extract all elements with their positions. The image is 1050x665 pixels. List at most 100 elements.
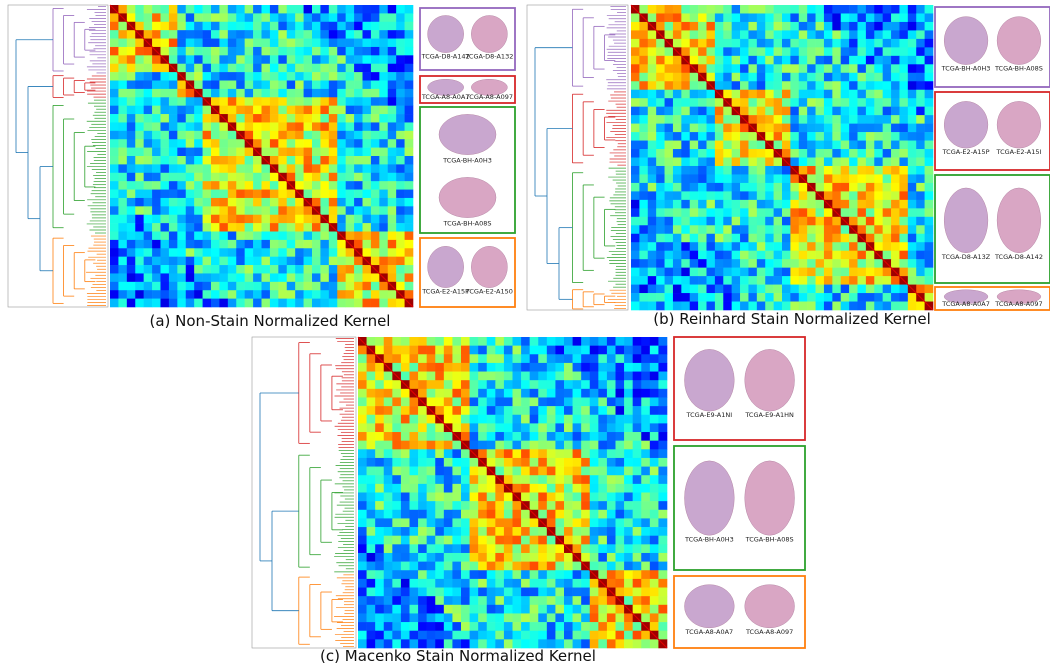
heatmap-cell — [228, 139, 237, 148]
heatmap-cell — [598, 622, 607, 631]
heatmap-cell — [521, 397, 530, 406]
heatmap-cell — [748, 234, 757, 243]
heatmap-cell — [312, 30, 321, 39]
heatmap-cell — [478, 631, 487, 640]
heatmap-cell — [110, 22, 119, 31]
heatmap-cell — [161, 30, 170, 39]
heatmap-cell — [392, 544, 401, 553]
heatmap-cell — [883, 132, 892, 141]
heatmap-cell — [832, 98, 841, 107]
heatmap-cell — [161, 223, 170, 232]
heatmap-cell — [899, 115, 908, 124]
heatmap-cell — [304, 265, 313, 274]
heatmap-cell — [270, 30, 279, 39]
heatmap-cell — [732, 191, 741, 200]
heatmap-cell — [152, 257, 161, 266]
heatmap-cell — [883, 107, 892, 116]
heatmap-cell — [461, 544, 470, 553]
heatmap-cell — [253, 299, 262, 308]
heatmap-cell — [858, 217, 867, 226]
heatmap-cell — [641, 475, 650, 484]
heatmap-cell — [573, 415, 582, 424]
heatmap-cell — [673, 90, 682, 99]
heatmap-cell — [287, 114, 296, 123]
heatmap-cell — [641, 458, 650, 467]
heatmap-cell — [320, 13, 329, 22]
heatmap-cell — [371, 131, 380, 140]
heatmap-cell — [555, 570, 564, 579]
heatmap-cell — [270, 215, 279, 224]
heatmap-cell — [504, 622, 513, 631]
heatmap-cell — [337, 47, 346, 56]
heatmap-cell — [633, 588, 642, 597]
heatmap-cell — [312, 248, 321, 257]
heatmap-cell — [354, 223, 363, 232]
heatmap-cell — [144, 47, 153, 56]
heatmap-cell — [590, 562, 599, 571]
heatmap-cell — [573, 536, 582, 545]
heatmap-cell — [690, 22, 699, 31]
heatmap-cell — [899, 158, 908, 167]
heatmap-cell — [658, 553, 667, 562]
heatmap-cell — [639, 30, 648, 39]
heatmap-cell — [521, 423, 530, 432]
heatmap-cell — [807, 225, 816, 234]
heatmap-cell — [504, 562, 513, 571]
heatmap-cell — [521, 415, 530, 424]
heatmap-cell — [740, 5, 749, 14]
heatmap-cell — [874, 81, 883, 90]
heatmap-cell — [295, 89, 304, 98]
heatmap-cell — [631, 73, 640, 82]
heatmap-cell — [858, 158, 867, 167]
heatmap-cell — [916, 174, 925, 183]
heatmap-cell — [219, 240, 228, 249]
heatmap-cell — [866, 302, 875, 311]
heatmap-cell — [891, 81, 900, 90]
heatmap-cell — [228, 131, 237, 140]
heatmap-cell — [144, 257, 153, 266]
heatmap-cell — [358, 363, 367, 372]
heatmap-cell — [849, 47, 858, 56]
heatmap-cell — [656, 56, 665, 65]
heatmap-cell — [908, 22, 917, 31]
heatmap-cell — [461, 588, 470, 597]
heatmap-cell — [715, 276, 724, 285]
heatmap-cell — [513, 337, 522, 346]
heatmap-cell — [748, 22, 757, 31]
heatmap-cell — [581, 337, 590, 346]
heatmap-cell — [388, 89, 397, 98]
heatmap-cell — [656, 158, 665, 167]
heatmap-cell — [495, 553, 504, 562]
heatmap-cell — [401, 441, 410, 450]
heatmap-cell — [278, 72, 287, 81]
heatmap-cell — [444, 596, 453, 605]
heatmap-cell — [631, 268, 640, 277]
heatmap-cell — [418, 475, 427, 484]
heatmap-cell — [641, 570, 650, 579]
heatmap-cell — [874, 107, 883, 116]
heatmap-cell — [470, 441, 479, 450]
heatmap-cell — [358, 432, 367, 441]
heatmap-cell — [470, 354, 479, 363]
heatmap-cell — [236, 223, 245, 232]
slide-label: TCGA-BH-A0H3 — [941, 65, 991, 73]
heatmap-cell — [581, 380, 590, 389]
heatmap-cell — [790, 225, 799, 234]
heatmap-cell — [807, 268, 816, 277]
heatmap-cell — [650, 458, 659, 467]
heatmap-cell — [169, 232, 178, 241]
heatmap-cell — [495, 380, 504, 389]
heatmap-cell — [616, 458, 625, 467]
heatmap-cell — [616, 467, 625, 476]
heatmap-cell — [358, 622, 367, 631]
heatmap-cell — [354, 148, 363, 157]
heatmap-cell — [925, 39, 934, 48]
heatmap-cell — [152, 265, 161, 274]
heatmap-cell — [631, 30, 640, 39]
heatmap-cell — [590, 588, 599, 597]
heatmap-cell — [118, 181, 127, 190]
heatmap-cell — [723, 225, 732, 234]
heatmap-cell — [392, 631, 401, 640]
heatmap-cell — [435, 397, 444, 406]
heatmap-cell — [858, 30, 867, 39]
